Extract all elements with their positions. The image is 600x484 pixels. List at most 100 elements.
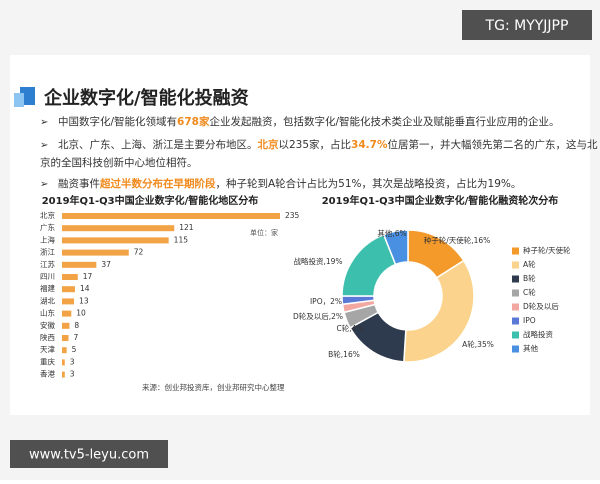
watermark: TG: MYYJJPP xyxy=(485,18,569,34)
category-label: 江苏 xyxy=(40,259,55,269)
value-label: 235 xyxy=(285,211,300,220)
value-label: 17 xyxy=(83,272,93,281)
category-label: 四川 xyxy=(40,272,55,281)
slice-label: C轮,4% xyxy=(336,323,363,333)
bar xyxy=(62,310,72,317)
bullet-segment: 34.7% xyxy=(351,139,388,151)
bar xyxy=(62,347,67,354)
bar xyxy=(62,237,169,244)
bullet-segment: 678家 xyxy=(177,115,210,128)
bullet-segment: 京的全国科技创新中心地位相符。 xyxy=(40,156,198,169)
bullet-text: 京的全国科技创新中心地位相符。 xyxy=(40,156,198,169)
donut-slice xyxy=(403,259,475,363)
value-label: 14 xyxy=(80,284,90,293)
slice-label: A轮,35% xyxy=(462,339,494,349)
bar xyxy=(62,371,65,378)
source-note: 来源：创业邦投资库，创业邦研究中心整理 xyxy=(142,382,285,392)
bullet-segment: 中国数字化/智能化领域有 xyxy=(58,115,177,128)
legend-label: B轮 xyxy=(523,273,536,283)
bar xyxy=(62,249,129,256)
value-label: 115 xyxy=(174,235,189,244)
donut-slice xyxy=(382,229,409,266)
page-title: 企业数字化/智能化投融资 xyxy=(43,87,249,109)
legend-swatch xyxy=(512,261,519,269)
bar xyxy=(62,335,69,341)
category-label: 湖北 xyxy=(40,296,55,305)
legend-label: 战略投资 xyxy=(523,329,553,339)
legend-swatch xyxy=(512,317,519,325)
bar xyxy=(62,261,97,268)
value-label: 3 xyxy=(70,357,75,366)
legend-swatch xyxy=(512,303,519,311)
value-label: 3 xyxy=(70,370,75,379)
category-label: 福建 xyxy=(40,283,55,293)
category-label: 香港 xyxy=(40,369,55,379)
bullet-segment: 企业发起融资，包括数字化/智能化技术类企业及赋能垂直行业应用的企业。 xyxy=(209,115,559,128)
bar xyxy=(62,274,78,280)
chart-title: 2019年Q1-Q3中国企业数字化/智能化地区分布 xyxy=(42,194,259,207)
slice-label: B轮,16% xyxy=(328,349,360,359)
bar xyxy=(62,298,75,305)
legend-label: IPO xyxy=(523,316,536,325)
category-label: 山东 xyxy=(40,308,55,318)
bar xyxy=(62,213,280,219)
legend-swatch xyxy=(512,289,519,297)
legend-swatch xyxy=(512,331,519,339)
category-label: 陕西 xyxy=(40,332,55,342)
bullet-arrow: ➢ xyxy=(40,117,48,128)
bullet-segment: 融资事件 xyxy=(58,177,100,190)
bar-chart: 2019年Q1-Q3中国企业数字化/智能化地区分布单位：家来源：创业邦投资库，创… xyxy=(40,194,300,392)
bullet-text: 中国数字化/智能化领域有678家企业发起融资，包括数字化/智能化技术类企业及赋能… xyxy=(58,115,560,128)
legend-label: 其他 xyxy=(523,343,538,353)
unit-note: 单位：家 xyxy=(250,228,278,237)
bullet-segment: ，种子轮到A轮合计占比为51%，其次是战略投资，占比为19%。 xyxy=(216,177,522,190)
slice-label: 战略投资,19% xyxy=(293,256,342,266)
bullet-segment: 北京、广东、上海、浙江是主要分布地区。 xyxy=(58,138,258,151)
watermark: www.tv5-leyu.com xyxy=(29,448,149,463)
slice-label: IPO，2% xyxy=(310,297,342,306)
watermark-box xyxy=(462,10,592,40)
legend-label: 种子轮/天使轮 xyxy=(523,245,571,255)
bullet-segment: 以235家，占比 xyxy=(279,138,352,151)
value-label: 72 xyxy=(134,248,144,257)
category-label: 广东 xyxy=(40,222,55,232)
value-label: 10 xyxy=(76,309,86,318)
category-label: 天津 xyxy=(40,345,55,354)
bullet-segment: 位居第一，并大幅领先第二名的广东，这与北 xyxy=(387,138,597,151)
chart-title: 2019年Q1-Q3中国企业数字化/智能化融资轮次分布 xyxy=(322,194,559,207)
value-label: 7 xyxy=(73,333,78,342)
bullet-arrow: ➢ xyxy=(40,140,48,151)
bar xyxy=(62,286,75,293)
bar xyxy=(62,359,65,366)
value-label: 121 xyxy=(179,223,194,232)
category-label: 重庆 xyxy=(40,356,55,366)
bullet-text: 北京、广东、上海、浙江是主要分布地区。北京以235家，占比34.7%位居第一，并… xyxy=(58,138,598,151)
legend-swatch xyxy=(512,345,519,353)
legend-label: A轮 xyxy=(523,259,536,269)
slice-label: 种子轮/天使轮,16% xyxy=(424,235,491,245)
value-label: 8 xyxy=(74,321,79,330)
category-label: 北京 xyxy=(40,210,55,220)
slice-label: D轮及以后,2% xyxy=(293,311,343,321)
bar xyxy=(62,225,175,232)
legend-label: C轮 xyxy=(523,287,536,297)
legend-swatch xyxy=(512,275,519,283)
value-label: 13 xyxy=(79,296,89,305)
category-label: 上海 xyxy=(40,234,55,244)
bullet-text: 融资事件超过半数分布在早期阶段，种子轮到A轮合计占比为51%，其次是战略投资，占… xyxy=(58,177,521,190)
bullet-segment: 北京 xyxy=(258,138,279,151)
slide-area xyxy=(10,55,590,415)
category-label: 安徽 xyxy=(40,320,55,330)
value-label: 37 xyxy=(101,260,111,269)
watermark-box xyxy=(10,440,168,468)
bar xyxy=(62,322,70,329)
bullet-arrow: ➢ xyxy=(40,179,48,190)
bullet-segment: 超过半数分布在早期阶段 xyxy=(99,177,216,190)
category-label: 浙江 xyxy=(40,247,55,257)
slice-label: 其他,6% xyxy=(377,228,406,238)
legend-label: D轮及以后 xyxy=(523,301,559,311)
title-icon xyxy=(14,93,24,107)
bullets: ➢ 中国数字化/智能化领域有678家企业发起融资，包括数字化/智能化技术类企业及赋… xyxy=(40,115,598,190)
